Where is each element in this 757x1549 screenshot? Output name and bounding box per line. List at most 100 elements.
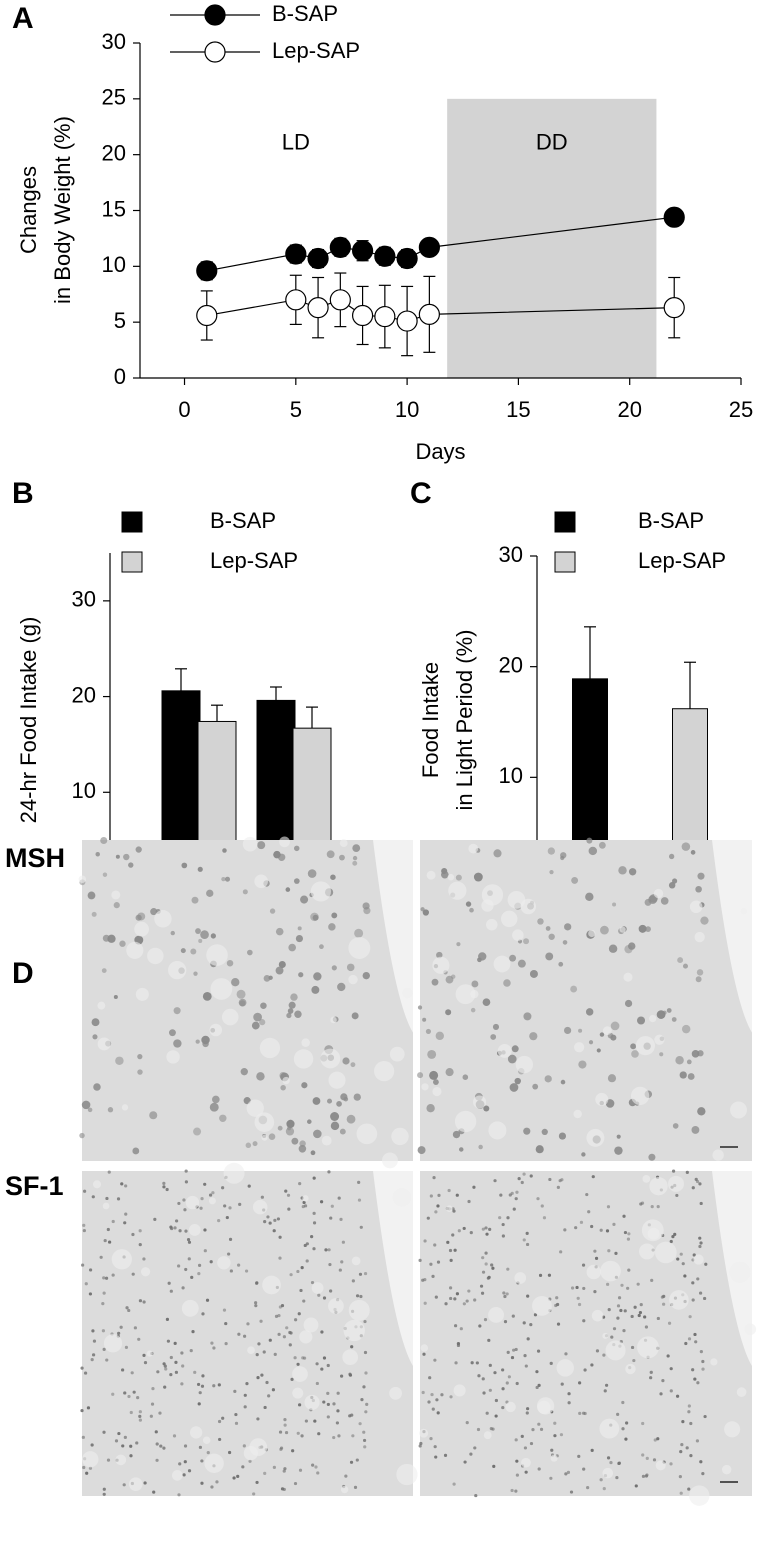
texture [556, 1359, 574, 1377]
cell [299, 1140, 306, 1147]
cell [619, 1308, 623, 1313]
cell [212, 1384, 216, 1388]
cell [684, 1341, 688, 1346]
cell [469, 1452, 473, 1456]
cell [686, 1059, 692, 1065]
cell [515, 1190, 519, 1194]
texture [689, 900, 703, 914]
cell [501, 1234, 505, 1238]
cell [653, 1438, 657, 1442]
cell [449, 1296, 453, 1301]
cell [625, 1421, 629, 1425]
cell [115, 1056, 124, 1066]
cell [590, 1224, 594, 1229]
cell [688, 1315, 692, 1319]
cell [327, 1248, 331, 1252]
cell [138, 1414, 142, 1419]
cell [687, 1337, 692, 1341]
cell [290, 1377, 294, 1381]
cell [682, 963, 688, 969]
cell [114, 1439, 119, 1443]
cell [138, 1229, 142, 1233]
texture [342, 1349, 359, 1366]
texture [639, 1243, 655, 1260]
cell [127, 1308, 131, 1313]
cell [332, 1435, 336, 1440]
cell [284, 1430, 289, 1435]
cell [103, 1238, 107, 1243]
cell [582, 1319, 586, 1323]
cell [547, 847, 555, 855]
cell [187, 1240, 192, 1244]
x-axis-label: Days [415, 439, 465, 464]
row-label: SF-1 [5, 1171, 64, 1201]
cell [679, 1071, 687, 1079]
cell [352, 860, 358, 866]
cell [287, 1207, 291, 1211]
cell [700, 916, 709, 925]
cell [259, 1019, 266, 1026]
cell [482, 1391, 486, 1395]
cell [605, 1229, 610, 1233]
texture [419, 1428, 429, 1438]
cell [215, 1480, 219, 1484]
cell [271, 1388, 275, 1392]
cell [311, 985, 320, 994]
texture [97, 1001, 106, 1010]
cell [311, 1463, 315, 1467]
cell [277, 1125, 283, 1131]
cell [184, 1180, 188, 1184]
cell [481, 1227, 485, 1231]
cell [162, 1362, 166, 1366]
texture [204, 1453, 224, 1474]
cell [102, 1347, 106, 1351]
cell [117, 1331, 121, 1335]
cell [593, 1290, 597, 1294]
cell [691, 1126, 700, 1134]
cell [570, 985, 578, 993]
texture [135, 987, 149, 1001]
cell [303, 1243, 307, 1248]
legend-label: B-SAP [210, 508, 276, 533]
texture [729, 1261, 751, 1283]
cell [523, 1127, 531, 1135]
cell [330, 1121, 340, 1131]
texture [693, 1254, 704, 1265]
cell [449, 1258, 453, 1263]
cell [119, 1325, 123, 1329]
texture [328, 1071, 346, 1089]
cell [254, 1301, 258, 1305]
cell [440, 1393, 444, 1397]
cell [201, 1035, 210, 1045]
cell [421, 1390, 425, 1395]
cell [104, 1276, 109, 1280]
cell [244, 1269, 249, 1273]
y-tick-label: 30 [102, 29, 126, 54]
cell [695, 885, 702, 893]
cell [82, 1223, 86, 1227]
cell [362, 1385, 366, 1389]
cell [331, 912, 338, 919]
cell [290, 993, 298, 1001]
cell [92, 1034, 98, 1040]
cell [346, 963, 355, 972]
cell [237, 1332, 241, 1336]
cell [641, 1421, 645, 1426]
cell [200, 1481, 204, 1485]
texture [421, 1083, 429, 1091]
cell [305, 1259, 309, 1263]
cell [322, 1400, 326, 1404]
texture [642, 1175, 651, 1183]
cell [245, 1142, 252, 1149]
cell [107, 1107, 114, 1113]
cell [123, 1435, 127, 1439]
cell [183, 1208, 187, 1212]
cell [115, 854, 120, 859]
cell [136, 1396, 140, 1400]
texture [472, 1095, 487, 1109]
cell [352, 855, 358, 861]
cell [191, 1329, 195, 1334]
cell [351, 1012, 359, 1020]
cell [451, 974, 456, 979]
cell [234, 1412, 238, 1417]
